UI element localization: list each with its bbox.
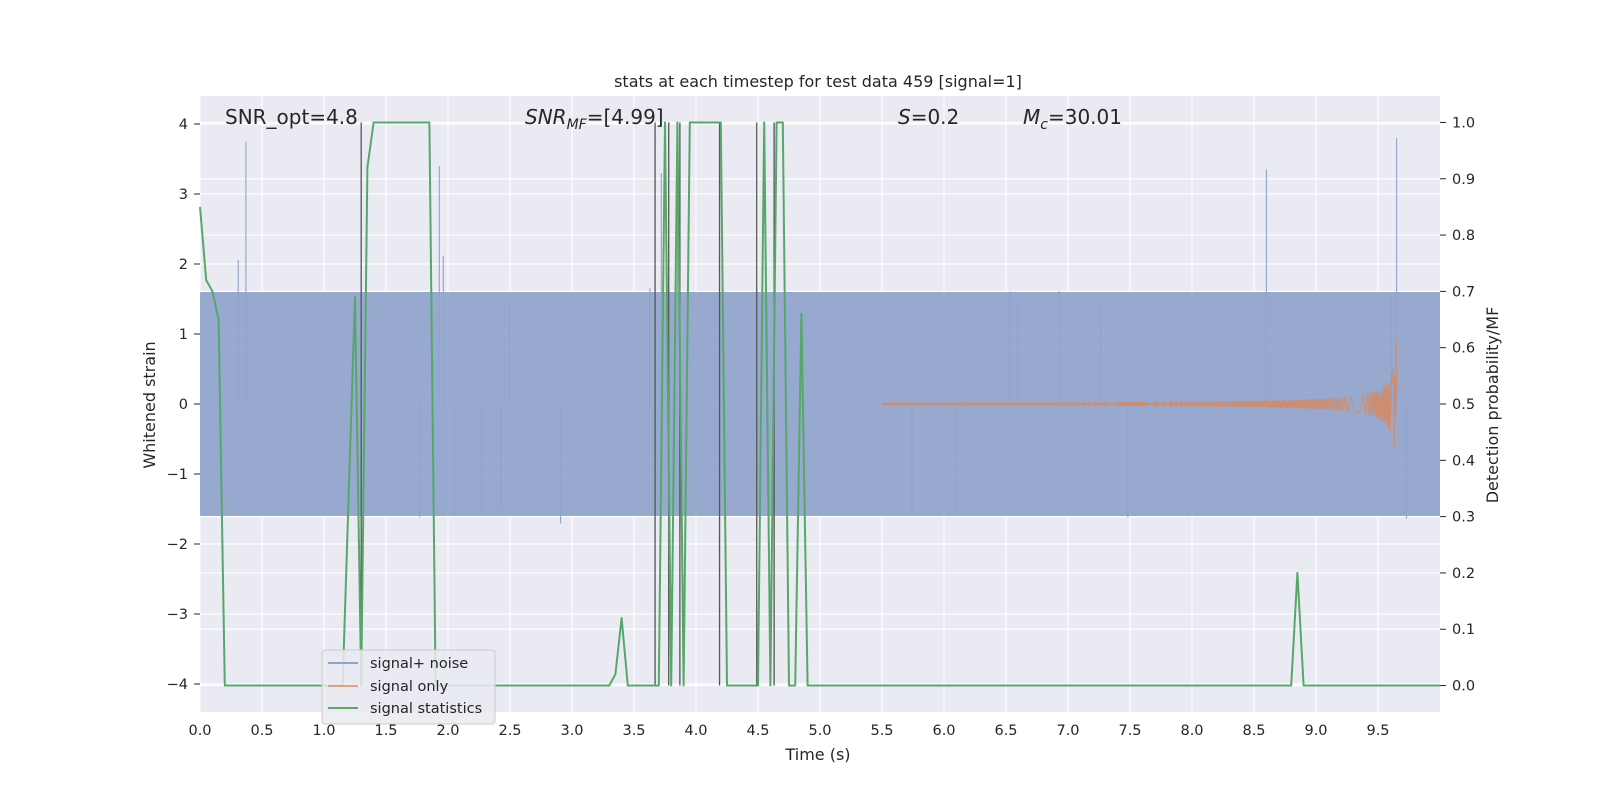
annotation-s: S=0.2: [898, 105, 959, 129]
y-axis-label: Whitened strain: [140, 341, 159, 468]
x-tick-label: 8.0: [1180, 723, 1203, 739]
y-axis-ticks: 4 3 2 1 0 −1 −2 −3 −4: [167, 117, 200, 693]
y-right-tick-label: 0.6: [1452, 341, 1475, 357]
y-tick-label: 2: [179, 257, 188, 273]
x-tick-label: 7.5: [1118, 723, 1141, 739]
x-tick-label: 2.0: [436, 723, 459, 739]
signal-only-series: [881, 339, 1398, 449]
annotation-s-name: S: [898, 105, 911, 129]
y-right-tick-label: 0.2: [1452, 566, 1475, 582]
annotation-snr-mf-sub: MF: [567, 117, 588, 133]
y-right-tick-label: 0.0: [1452, 679, 1475, 695]
annotation-snr-mf: SNRMF=[4.99]: [525, 105, 664, 133]
y-right-axis-ticks: 1.0 0.9 0.8 0.7 0.6 0.5 0.4 0.3 0.2 0.1 0.0: [1440, 115, 1475, 695]
x-tick-label: 9.0: [1304, 723, 1327, 739]
y-tick-label: −1: [167, 467, 188, 483]
y-tick-label: 4: [179, 117, 188, 133]
x-tick-label: 1.5: [374, 723, 397, 739]
y-right-tick-label: 0.7: [1452, 284, 1475, 300]
x-tick-label: 6.5: [994, 723, 1017, 739]
legend-label-signal-only: signal only: [370, 679, 449, 695]
y-right-tick-label: 1.0: [1452, 115, 1475, 131]
x-tick-label: 0.0: [188, 723, 211, 739]
y-tick-label: 0: [179, 397, 188, 413]
x-tick-label: 4.0: [684, 723, 707, 739]
signal-noise-line: [237, 138, 1407, 524]
legend: signal+ noise signal only signal statist…: [321, 649, 496, 725]
x-tick-label: 0.5: [250, 723, 273, 739]
x-tick-label: 1.0: [312, 723, 335, 739]
legend-box: [321, 649, 496, 725]
y-right-tick-label: 0.5: [1452, 397, 1475, 413]
y-right-tick-label: 0.1: [1452, 622, 1475, 638]
y-right-tick-label: 0.3: [1452, 510, 1475, 526]
x-tick-label: 9.5: [1366, 723, 1389, 739]
y-right-tick-label: 0.9: [1452, 172, 1475, 188]
y-tick-label: −2: [167, 537, 188, 553]
y-right-tick-label: 0.4: [1452, 453, 1475, 469]
x-axis-ticks: 0.0 0.5 1.0 1.5 2.0 2.5 3.0 3.5 4.0 4.5 5.0 5.5 6.0 6…: [188, 723, 1389, 739]
y-tick-label: 1: [179, 327, 188, 343]
x-tick-label: 3.0: [560, 723, 583, 739]
y-right-axis-label: Detection probability/MF: [1483, 307, 1502, 504]
x-axis-label: Time (s): [784, 745, 850, 764]
annotation-mc-value: =30.01: [1048, 105, 1122, 129]
annotation-mc: Mc=30.01: [1023, 105, 1122, 133]
x-tick-label: 3.5: [622, 723, 645, 739]
x-tick-label: 7.0: [1056, 723, 1079, 739]
y-right-tick-label: 0.8: [1452, 228, 1475, 244]
legend-label-signal-noise: signal+ noise: [370, 656, 468, 672]
y-tick-label: −4: [167, 677, 188, 693]
x-tick-label: 5.0: [808, 723, 831, 739]
x-tick-label: 5.5: [870, 723, 893, 739]
annotation-snr-mf-name: SNR: [525, 105, 567, 129]
legend-label-signal-statistics: signal statistics: [370, 701, 482, 717]
annotation-mc-name: M: [1023, 105, 1040, 129]
y-tick-label: 3: [179, 187, 188, 203]
x-tick-label: 8.5: [1242, 723, 1265, 739]
x-tick-label: 4.5: [746, 723, 769, 739]
chart-title: stats at each timestep for test data 459…: [614, 72, 1022, 91]
x-tick-label: 6.0: [932, 723, 955, 739]
annotation-snr-opt: SNR_opt=4.8: [225, 105, 358, 129]
signal-only-line: [881, 339, 1398, 449]
y-tick-label: −3: [167, 607, 188, 623]
x-tick-label: 2.5: [498, 723, 521, 739]
annotation-snr-mf-value: =[4.99]: [587, 105, 664, 129]
annotation-s-value: =0.2: [911, 105, 960, 129]
annotation-mc-sub: c: [1040, 117, 1048, 133]
